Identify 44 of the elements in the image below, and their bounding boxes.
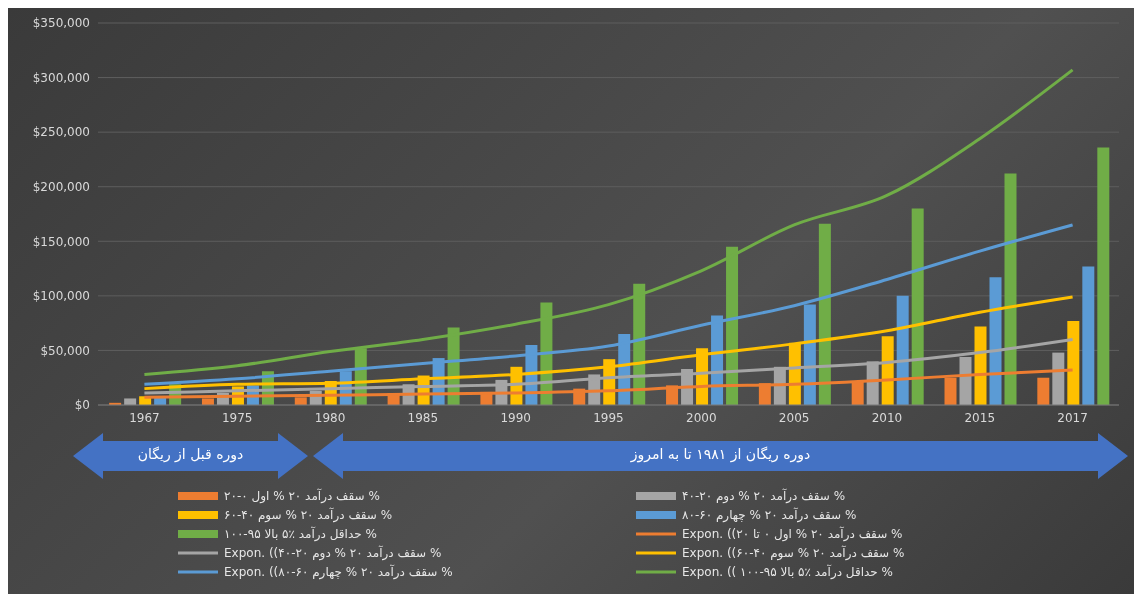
bar bbox=[124, 398, 137, 405]
bar bbox=[1097, 147, 1110, 405]
x-tick-label: 2000 bbox=[686, 410, 717, 425]
x-tick-label: 1967 bbox=[129, 410, 160, 425]
y-tick-label: $50,000 bbox=[40, 343, 90, 358]
y-tick-label: $300,000 bbox=[32, 70, 90, 85]
x-tick-label: 2005 bbox=[778, 410, 810, 425]
text: دوره قبل از ریگان bbox=[136, 446, 245, 462]
y-tick-label: $100,000 bbox=[32, 289, 90, 304]
bar bbox=[896, 295, 909, 405]
legend-label: Expon. ((سقف درآمد ۲۰ % اول ۰ تا ۲۰ % bbox=[682, 526, 903, 541]
x-tick-label: 1975 bbox=[221, 410, 253, 425]
x-tick-label: 2017 bbox=[1057, 410, 1088, 425]
legend-label: Expon. ((سقف درآمد ۲۰ % دوم ۲۰-۴۰ % bbox=[224, 545, 442, 560]
legend-label: سقف درآمد ۲۰ % سوم ۴۰-۶۰ % bbox=[224, 507, 393, 522]
x-tick-label: 2015 bbox=[964, 410, 996, 425]
x-tick-label: 1995 bbox=[593, 410, 624, 425]
bar bbox=[974, 326, 987, 405]
legend-label: سقف درآمد ۲۰ % اول ۰-۲۰ % bbox=[224, 488, 380, 503]
x-tick-label: 1985 bbox=[407, 410, 439, 425]
x-tick-label: 2010 bbox=[871, 410, 903, 425]
x-tick-label: 1990 bbox=[500, 410, 531, 425]
bar bbox=[989, 277, 1002, 405]
bar bbox=[1052, 352, 1065, 405]
bar bbox=[1037, 377, 1050, 405]
bar bbox=[1004, 173, 1017, 405]
bar bbox=[881, 336, 894, 405]
bar bbox=[1067, 320, 1080, 405]
y-tick-label: $250,000 bbox=[32, 125, 90, 140]
legend-label: Expon. ((سقف درآمد ۲۰ % چهارم ۶۰-۸۰ % bbox=[224, 564, 453, 579]
legend-label: Expon. ((سقف درآمد ۲۰ % سوم ۴۰-۶۰ % bbox=[682, 545, 905, 560]
bar bbox=[911, 208, 924, 405]
legend-label: Expon. (( حداقل درآمد ٪۵ بالا ۹۵-۱۰۰ % bbox=[682, 564, 893, 579]
y-tick-label: $0 bbox=[74, 398, 90, 413]
y-tick-label: $200,000 bbox=[32, 179, 90, 194]
y-tick-label: $150,000 bbox=[32, 234, 90, 249]
legend-label: سقف درآمد ۲۰ % دوم ۲۰-۴۰ % bbox=[682, 488, 846, 503]
legend-label: حداقل درآمد ٪۵ بالا ۹۵-۱۰۰ % bbox=[224, 526, 377, 541]
y-tick-label: $350,000 bbox=[32, 16, 90, 31]
bar bbox=[1082, 266, 1095, 405]
bar bbox=[818, 223, 831, 405]
legend-label: سقف درآمد ۲۰ % چهارم ۶۰-۸۰ % bbox=[682, 507, 857, 522]
text: دوره ریگان از ۱۹۸۱ تا به امروز bbox=[629, 446, 812, 462]
x-tick-label: 1980 bbox=[314, 410, 346, 425]
